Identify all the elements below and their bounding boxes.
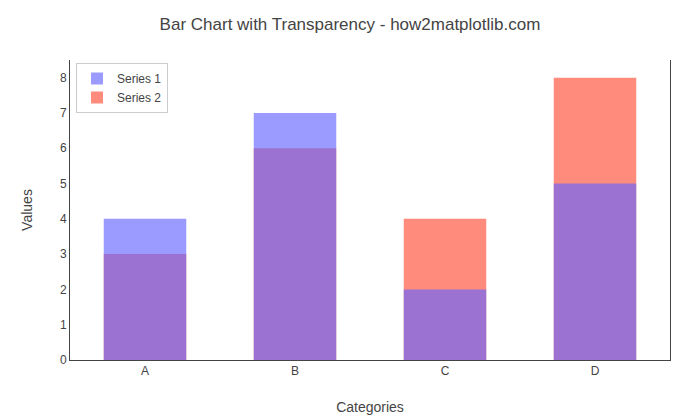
svg-text:1: 1 [60, 318, 67, 332]
svg-text:7: 7 [60, 106, 67, 120]
svg-text:C: C [441, 364, 450, 378]
svg-text:3: 3 [60, 247, 67, 261]
svg-text:B: B [291, 364, 299, 378]
svg-text:Series 1: Series 1 [117, 72, 161, 86]
svg-text:4: 4 [60, 212, 67, 226]
svg-text:5: 5 [60, 177, 67, 191]
svg-text:Categories: Categories [336, 399, 404, 415]
svg-text:A: A [141, 364, 149, 378]
svg-text:8: 8 [60, 71, 67, 85]
svg-text:0: 0 [60, 353, 67, 367]
svg-text:Bar Chart with Transparency -: Bar Chart with Transparency - how2matplo… [160, 15, 541, 34]
svg-text:6: 6 [60, 141, 67, 155]
svg-text:2: 2 [60, 283, 67, 297]
svg-text:Series 2: Series 2 [117, 91, 161, 105]
svg-text:D: D [591, 364, 600, 378]
svg-text:Values: Values [19, 189, 35, 231]
